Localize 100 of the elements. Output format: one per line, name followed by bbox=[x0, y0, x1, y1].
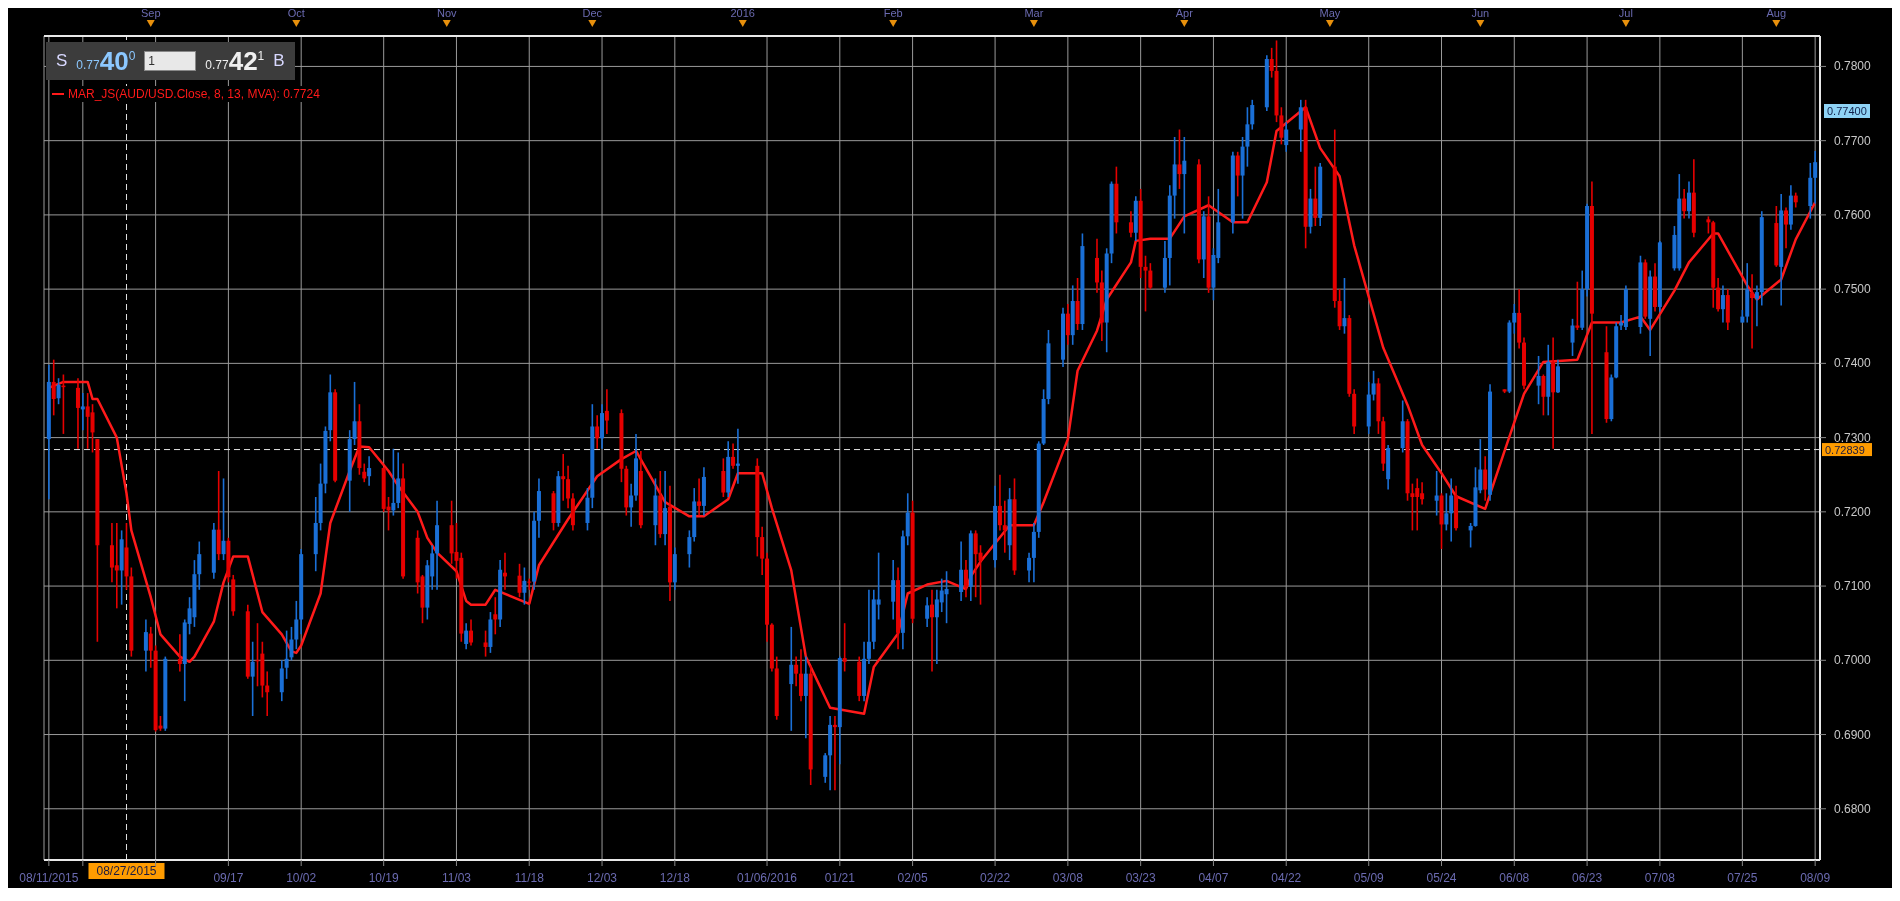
candlestick bbox=[1813, 150, 1818, 205]
candlestick bbox=[963, 559, 968, 599]
x-tick-label: 11/18 bbox=[514, 871, 545, 885]
candlestick bbox=[1148, 262, 1153, 290]
x2-tick-label: Dec bbox=[582, 7, 603, 19]
candlestick bbox=[1444, 492, 1449, 532]
candlestick bbox=[51, 358, 56, 417]
candlestick bbox=[1065, 303, 1070, 346]
candlestick bbox=[391, 447, 396, 517]
candlestick bbox=[289, 626, 294, 662]
candlestick bbox=[1177, 128, 1182, 190]
ref-line-label: 08/27/2015 bbox=[96, 864, 157, 878]
candlestick bbox=[731, 442, 736, 470]
candlestick bbox=[1298, 99, 1303, 153]
candlestick bbox=[1686, 180, 1691, 220]
candlestick bbox=[1269, 47, 1274, 79]
candlestick bbox=[197, 540, 202, 591]
legend-label: MAR_JS(AUD/USD.Close, 8, 13, MVA): 0.7724 bbox=[68, 87, 320, 101]
x-tick-label: 08/09 bbox=[1800, 871, 1831, 885]
candlestick bbox=[143, 618, 148, 673]
candlestick bbox=[891, 559, 896, 621]
x-tick-label: 12/03 bbox=[587, 871, 618, 885]
candlestick bbox=[1754, 284, 1759, 328]
candlestick bbox=[944, 570, 949, 624]
candlestick bbox=[905, 492, 910, 547]
candlestick bbox=[687, 529, 692, 569]
x-tick-label: 01/21 bbox=[824, 871, 856, 885]
x-tick-label: 11/03 bbox=[441, 871, 472, 885]
x2-tick-label: Feb bbox=[883, 7, 903, 19]
candlestick bbox=[1143, 254, 1148, 313]
y-tick-label: 0.7000 bbox=[1834, 653, 1872, 668]
candlestick bbox=[75, 377, 80, 450]
candlestick bbox=[1449, 477, 1454, 543]
y-tick-label: 0.7800 bbox=[1834, 59, 1872, 74]
candlestick bbox=[517, 563, 522, 599]
y-tick-label: 0.6900 bbox=[1834, 727, 1872, 742]
x-tick-label: 04/07 bbox=[1198, 871, 1229, 885]
candlestick bbox=[1483, 455, 1488, 502]
candlestick bbox=[522, 566, 527, 606]
x2-tick-label: Jun bbox=[1471, 7, 1490, 19]
candlestick bbox=[1128, 210, 1133, 238]
x-tick-label: 06/23 bbox=[1572, 871, 1603, 885]
candlestick bbox=[604, 388, 609, 435]
candlestick bbox=[721, 457, 726, 498]
x-tick-label: 03/08 bbox=[1052, 871, 1084, 885]
candlestick bbox=[1027, 551, 1032, 584]
x2-tick-label: Jul bbox=[1618, 7, 1633, 19]
candlestick bbox=[1720, 284, 1725, 324]
x-tick-label: 05/24 bbox=[1426, 871, 1457, 885]
candlestick bbox=[566, 465, 571, 509]
x2-tick-label: Nov bbox=[436, 7, 458, 19]
y-tick-label: 0.7700 bbox=[1834, 133, 1872, 148]
x-tick-label: 08/11/2015 bbox=[19, 871, 79, 885]
annotation: S bbox=[56, 50, 68, 71]
candlestick bbox=[367, 455, 372, 487]
candlestick bbox=[1313, 165, 1318, 227]
candlestick bbox=[1235, 151, 1240, 198]
x-tick-label: 10/02 bbox=[286, 871, 317, 885]
x-tick-label: 03/23 bbox=[1125, 871, 1156, 885]
candlestick bbox=[1434, 470, 1439, 517]
candlestick bbox=[464, 622, 469, 650]
candlestick bbox=[483, 629, 488, 658]
candlestick bbox=[803, 655, 808, 740]
candlestick bbox=[1250, 99, 1255, 131]
input-field: 1 bbox=[144, 51, 197, 71]
candlestick bbox=[1541, 373, 1546, 417]
candlestick bbox=[866, 588, 871, 665]
candlestick bbox=[284, 629, 289, 680]
candlestick bbox=[842, 622, 847, 673]
candlestick bbox=[493, 596, 498, 636]
x-tick-label: 10/19 bbox=[368, 871, 400, 885]
x-tick-label: 01/06/2016 bbox=[736, 871, 798, 885]
x2-tick-label: Oct bbox=[287, 7, 305, 19]
candlestick bbox=[794, 655, 799, 688]
candlestick bbox=[930, 588, 934, 673]
candlestick bbox=[697, 477, 702, 517]
candlestick bbox=[760, 525, 765, 576]
x2-tick-label: May bbox=[1319, 7, 1341, 19]
candlestick bbox=[561, 453, 566, 502]
x2-tick-label: Sep bbox=[140, 7, 161, 19]
y-tick-label: 0.7600 bbox=[1834, 207, 1872, 222]
candlestick bbox=[959, 540, 964, 602]
candlestick bbox=[1182, 136, 1187, 235]
candlestick bbox=[925, 596, 930, 628]
x2-tick-label: Apr bbox=[1175, 7, 1194, 19]
candlestick bbox=[469, 618, 474, 647]
candlestick bbox=[1682, 188, 1687, 220]
candlestick bbox=[90, 403, 95, 454]
candlestick bbox=[595, 414, 600, 450]
y-tick-label: 0.7400 bbox=[1834, 356, 1872, 371]
text: 0.77400 bbox=[1824, 104, 1870, 118]
y-tick-label: 0.7300 bbox=[1834, 430, 1872, 445]
candlestick bbox=[250, 640, 255, 717]
candlestick bbox=[177, 633, 182, 673]
annotation: B bbox=[273, 50, 285, 71]
candlestick bbox=[1750, 273, 1755, 350]
candlestick bbox=[1512, 303, 1517, 335]
candlestick bbox=[255, 622, 260, 688]
x-tick-label: 12/18 bbox=[659, 871, 691, 885]
candlestick bbox=[1075, 277, 1080, 331]
